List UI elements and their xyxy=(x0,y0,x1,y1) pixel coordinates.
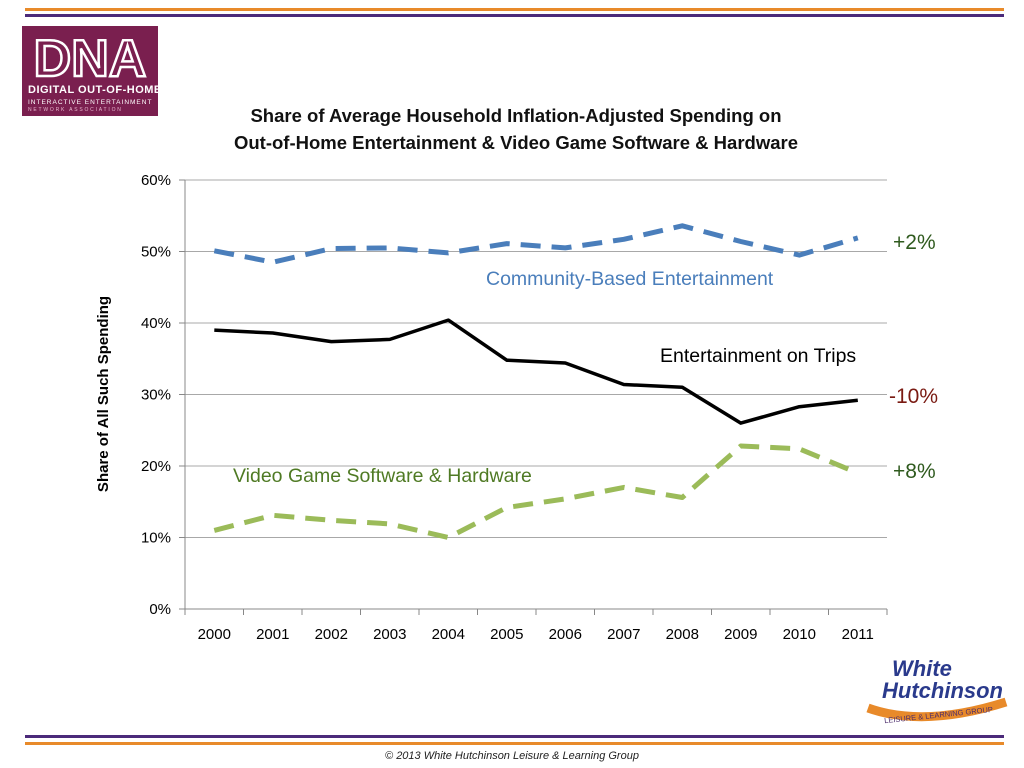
bottom-rule-orange xyxy=(25,742,1004,745)
dna-logo-line3: NETWORK ASSOCIATION xyxy=(28,107,123,113)
series-lines xyxy=(213,223,859,540)
series-label-video-games: Video Game Software & Hardware xyxy=(233,465,532,487)
y-tick-label: 0% xyxy=(149,601,171,618)
line-chart: Share of Average Household Inflation-Adj… xyxy=(95,105,938,643)
logo-white-text: White xyxy=(892,656,952,681)
x-tick-label: 2002 xyxy=(315,626,348,643)
x-tick-label: 2000 xyxy=(198,626,231,643)
bottom-rule-purple xyxy=(25,735,1004,738)
y-tick-label: 10% xyxy=(141,530,171,547)
x-tick-label: 2005 xyxy=(490,626,523,643)
change-label-video-games: +8% xyxy=(893,460,936,483)
y-tick-label: 60% xyxy=(141,172,171,189)
x-tick-label: 2001 xyxy=(256,626,289,643)
y-tick-label: 50% xyxy=(141,244,171,261)
y-tick-label: 30% xyxy=(141,387,171,404)
top-rule-purple xyxy=(25,14,1004,17)
logo-tagline: LEISURE & LEARNING GROUP xyxy=(884,705,994,725)
chart-subtitle: Out-of-Home Entertainment & Video Game S… xyxy=(234,132,798,153)
dna-logo-line2: INTERACTIVE ENTERTAINMENT xyxy=(28,99,153,106)
change-label-community: +2% xyxy=(893,231,936,254)
top-rule-orange xyxy=(25,8,1004,11)
logo-hutchinson-text: Hutchinson xyxy=(882,678,1003,703)
white-hutchinson-logo: White Hutchinson LEISURE & LEARNING GROU… xyxy=(866,656,1008,725)
series-label-community: Community-Based Entertainment xyxy=(486,268,774,290)
x-tick-label: 2010 xyxy=(783,626,816,643)
series-line-2 xyxy=(213,443,859,540)
x-tick-label: 2008 xyxy=(666,626,699,643)
logo-swoosh xyxy=(866,697,1008,722)
dna-logo-mark: DNA xyxy=(22,26,158,84)
x-tick-label: 2009 xyxy=(724,626,757,643)
x-tick-label: 2003 xyxy=(373,626,406,643)
dna-logo-line1: DIGITAL OUT-OF-HOME xyxy=(28,84,162,96)
x-tick-label: 2011 xyxy=(842,626,874,643)
y-tick-label: 20% xyxy=(141,458,171,475)
x-tick-label: 2006 xyxy=(549,626,582,643)
series-label-trips: Entertainment on Trips xyxy=(660,345,856,367)
x-tick-label: 2007 xyxy=(607,626,640,643)
dna-logo-letters: DNA xyxy=(34,30,147,84)
change-label-trips: -10% xyxy=(889,385,938,408)
y-axis-title: Share of All Such Spending xyxy=(95,296,112,492)
copyright-footer: © 2013 White Hutchinson Leisure & Learni… xyxy=(385,750,639,762)
series-line-1 xyxy=(214,318,858,425)
chart-title: Share of Average Household Inflation-Adj… xyxy=(250,105,781,126)
y-tick-label: 40% xyxy=(141,315,171,332)
x-tick-label: 2004 xyxy=(432,626,465,643)
axes: 0% 10% 20% 30% 40% 50% 60% 2000 2001 2002 2003 2004… xyxy=(141,172,888,643)
series-line-0 xyxy=(213,223,859,265)
gridlines xyxy=(185,179,887,538)
dna-logo: DNA DIGITAL OUT-OF-HOME INTERACTIVE ENTE… xyxy=(22,26,161,116)
